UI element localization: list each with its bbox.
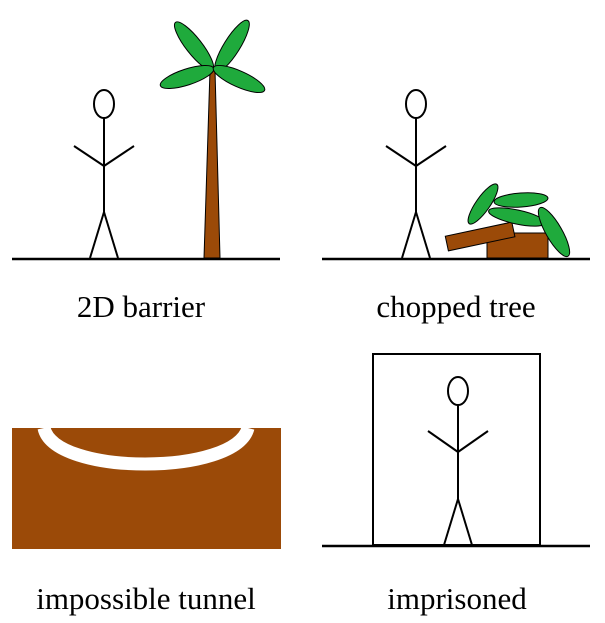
leaf — [537, 206, 571, 258]
figure-head — [447, 376, 469, 406]
caption-imprisoned: imprisoned — [387, 581, 527, 616]
caption-impossible-tunnel: impossible tunnel — [36, 581, 256, 616]
figure-right-arm — [103, 145, 135, 167]
leaf — [493, 192, 549, 208]
figure-left-arm — [427, 430, 459, 453]
stick-figure — [385, 89, 447, 259]
tree-trunk — [203, 69, 221, 259]
figure-right-leg — [103, 211, 119, 259]
panel-2d-barrier — [12, 19, 280, 261]
panel-imprisoned — [322, 353, 590, 548]
palm-tree — [159, 19, 266, 259]
figure-left-arm — [73, 145, 105, 167]
figure-left-leg — [443, 498, 459, 546]
leaf — [212, 64, 266, 94]
figure-head — [93, 89, 115, 119]
fallen-leaves — [467, 183, 571, 258]
figure-right-arm — [415, 145, 447, 167]
caption-2d-barrier: 2D barrier — [76, 289, 206, 324]
tree-leaves — [159, 19, 266, 94]
tunnel-path — [37, 425, 255, 471]
prison-box — [372, 353, 541, 546]
panel-impossible-tunnel — [12, 425, 281, 549]
log — [444, 221, 516, 252]
stick-figure — [73, 89, 135, 259]
figure-right-arm — [457, 430, 489, 453]
caption-chopped-tree: chopped tree — [376, 289, 536, 324]
figure-right-leg — [457, 498, 473, 546]
chopped-tree-pile — [444, 183, 571, 259]
leaf — [159, 64, 215, 90]
figure-left-leg — [89, 211, 105, 259]
stick-figure — [427, 376, 489, 546]
figure-left-leg — [401, 211, 417, 259]
figure-head — [405, 89, 427, 119]
figure-right-leg — [415, 211, 431, 259]
leaf — [467, 183, 499, 225]
figure-left-arm — [385, 145, 417, 167]
panel-chopped-tree — [322, 89, 590, 261]
